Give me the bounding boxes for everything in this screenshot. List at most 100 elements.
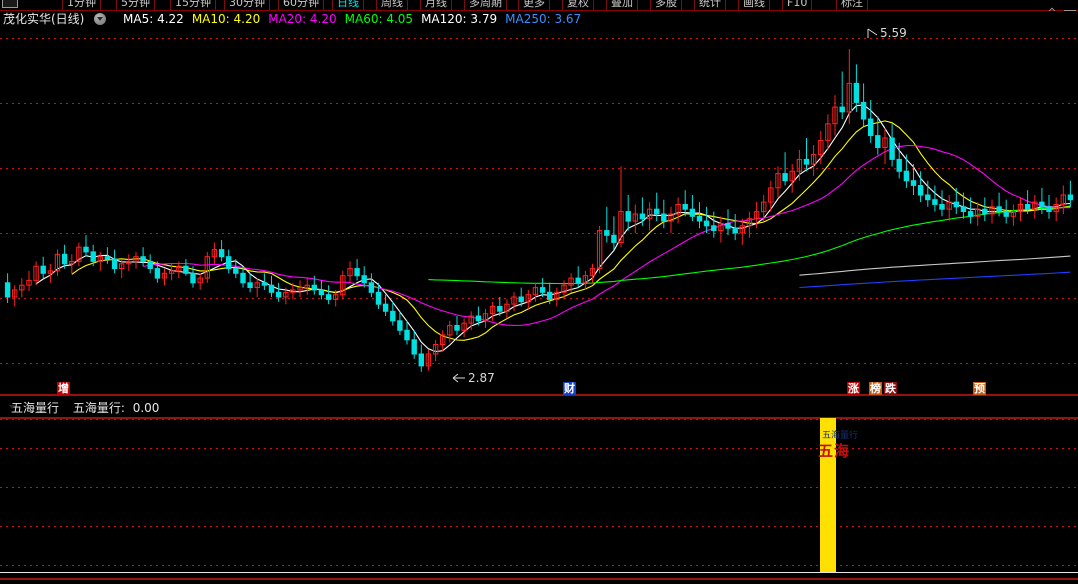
- volume-gridline-4: [0, 565, 1078, 566]
- sub-indicator-bar: 五海量行 五海量行: 0.00: [0, 400, 1078, 417]
- candle: [83, 235, 89, 257]
- volume-gridline-1: [0, 448, 1078, 449]
- ma-legend-ma5: MA5: 4.22: [123, 12, 184, 26]
- candle: [254, 278, 260, 297]
- ma-legend-ma120: MA120: 3.79: [421, 12, 498, 26]
- candle: [982, 197, 988, 222]
- candle: [375, 282, 382, 309]
- period-tab-9[interactable]: 更多: [518, 0, 550, 10]
- candle: [925, 180, 931, 207]
- candle: [561, 280, 567, 300]
- price-gridline-1: [0, 103, 1078, 104]
- period-toolbar[interactable]: 1分钟 5分钟 15分钟 30分钟 60分钟 日线 周线 月线 多周期 更多 复权 叠加 多股 统计 画线 F…: [0, 0, 1078, 11]
- watermark-small: 五海量行: [822, 431, 859, 441]
- low-price-value: 2.87: [468, 371, 495, 385]
- period-tab-7[interactable]: 月线: [420, 0, 452, 10]
- period-tab-3[interactable]: 30分钟: [224, 0, 270, 10]
- ma-legend-ma250: MA250: 3.67: [505, 12, 582, 26]
- candle: [489, 301, 496, 321]
- ma-line-ma250: [799, 271, 1071, 289]
- period-tab-0[interactable]: 1分钟: [62, 0, 101, 10]
- candle: [568, 273, 574, 293]
- axis-badge-4[interactable]: 跌: [884, 382, 897, 395]
- candle: [211, 242, 218, 264]
- period-tab-1[interactable]: 5分钟: [116, 0, 155, 10]
- candle: [703, 206, 710, 233]
- candle: [311, 275, 318, 295]
- axis-badge-2[interactable]: 涨: [847, 382, 860, 395]
- volume-indicator-pane[interactable]: [0, 418, 1078, 584]
- period-tab-8[interactable]: 多周期: [464, 0, 507, 10]
- candle: [1046, 195, 1052, 219]
- price-gridline-5: [0, 363, 1078, 364]
- candle: [404, 320, 410, 345]
- candle: [19, 278, 25, 297]
- period-tab-5[interactable]: 日线: [332, 0, 364, 10]
- candle: [582, 270, 589, 290]
- volume-gridline-2: [0, 487, 1078, 488]
- price-gridline-2: [0, 168, 1078, 169]
- candle: [1032, 195, 1038, 219]
- candle: [425, 349, 432, 371]
- candle: [261, 273, 268, 290]
- candle: [596, 225, 603, 274]
- candle: [361, 266, 367, 288]
- candle: [382, 294, 389, 316]
- period-tab-16[interactable]: 标注: [836, 0, 868, 10]
- candle: [860, 83, 867, 127]
- candle: [418, 344, 425, 372]
- period-tab-15[interactable]: F10: [782, 0, 813, 10]
- candle: [646, 202, 653, 231]
- price-pane[interactable]: [0, 27, 1078, 395]
- candle: [275, 282, 282, 302]
- candle: [675, 197, 681, 224]
- period-tab-2[interactable]: 15分钟: [170, 0, 216, 10]
- candle: [589, 263, 596, 283]
- sub-indicator-name[interactable]: 五海量行: [11, 401, 60, 415]
- candle: [240, 266, 246, 288]
- candle: [12, 285, 18, 307]
- candle: [1017, 197, 1024, 222]
- candle: [397, 311, 403, 335]
- candle: [654, 192, 660, 222]
- candle: [447, 320, 453, 343]
- candle: [846, 49, 852, 124]
- candle: [247, 273, 253, 293]
- candle: [525, 289, 531, 309]
- dropdown-icon[interactable]: [94, 13, 107, 25]
- sub-baseline: [0, 572, 1078, 573]
- axis-badge-3[interactable]: 榜: [869, 382, 882, 395]
- candle: [853, 64, 860, 112]
- high-price-callout: 5.59: [866, 27, 907, 39]
- candle: [796, 149, 803, 181]
- period-tab-10[interactable]: 复权: [562, 0, 594, 10]
- candle: [440, 330, 446, 352]
- candle: [226, 249, 232, 274]
- toolbar-left-box-icon[interactable]: [2, 0, 18, 8]
- price-gridline-3: [0, 233, 1078, 234]
- period-tab-13[interactable]: 统计: [694, 0, 726, 10]
- candle: [725, 209, 731, 236]
- candle: [76, 242, 82, 267]
- period-tab-6[interactable]: 周线: [376, 0, 408, 10]
- candle: [61, 244, 68, 269]
- period-tab-4[interactable]: 60分钟: [278, 0, 324, 10]
- candle: [939, 190, 945, 217]
- period-tab-14[interactable]: 画线: [738, 0, 770, 10]
- candle: [126, 254, 132, 271]
- axis-badge-5[interactable]: 预: [973, 382, 986, 395]
- candle: [882, 128, 888, 165]
- axis-badge-1[interactable]: 财: [563, 382, 576, 395]
- candle: [290, 282, 296, 300]
- candle: [304, 278, 310, 295]
- candle: [511, 292, 517, 312]
- candle: [532, 282, 539, 302]
- candle: [104, 247, 111, 264]
- candle: [368, 273, 375, 297]
- candle: [1067, 180, 1074, 207]
- period-tab-11[interactable]: 叠加: [606, 0, 638, 10]
- candle: [996, 192, 1002, 217]
- ma-line-ma20: [142, 144, 1071, 326]
- axis-badge-0[interactable]: 增: [57, 382, 70, 395]
- period-tab-12[interactable]: 多股: [650, 0, 682, 10]
